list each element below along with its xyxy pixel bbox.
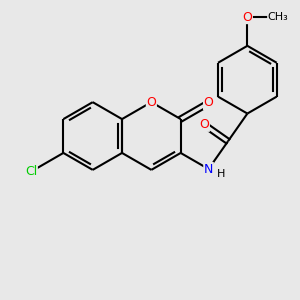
- Text: O: O: [200, 118, 209, 131]
- Text: O: O: [146, 96, 156, 109]
- Text: O: O: [242, 11, 252, 23]
- Text: H: H: [217, 169, 225, 179]
- Text: N: N: [204, 163, 213, 176]
- Text: O: O: [204, 97, 214, 110]
- Text: CH₃: CH₃: [268, 12, 288, 22]
- Text: Cl: Cl: [25, 165, 37, 178]
